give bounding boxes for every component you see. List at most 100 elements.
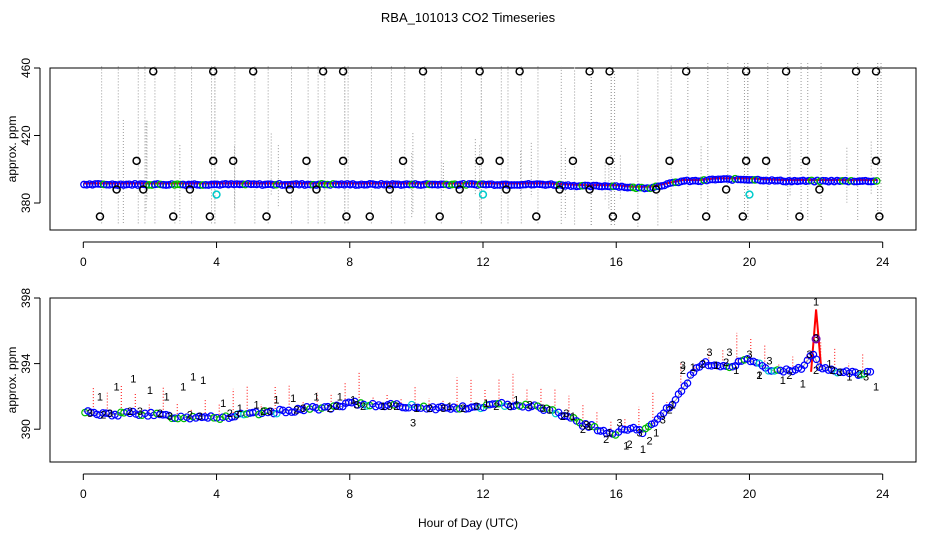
outlier-point — [302, 156, 311, 166]
outlier-point — [228, 156, 238, 166]
data-point — [666, 179, 674, 187]
data-point — [516, 181, 524, 189]
series-3-label: 3 — [473, 401, 479, 413]
series-1-label: 1 — [337, 391, 343, 403]
outlier-point — [475, 67, 484, 76]
outlier-point — [139, 185, 148, 194]
data-point — [235, 180, 244, 189]
data-point — [422, 180, 431, 188]
data-point — [150, 180, 159, 189]
series-3-label: 3 — [806, 349, 812, 361]
series-1-label: 1 — [253, 400, 259, 412]
outlier-point — [248, 67, 258, 76]
data-point — [153, 180, 162, 188]
x-tick-label: 12 — [476, 255, 490, 269]
data-point — [238, 180, 247, 189]
data-point — [790, 176, 799, 185]
top-plot-frame — [49, 67, 917, 231]
x-tick-label: 24 — [876, 487, 890, 501]
outlier-point — [631, 212, 641, 221]
data-point — [159, 180, 168, 189]
data-point — [476, 404, 485, 413]
series-1-label: 1 — [623, 441, 629, 453]
data-point — [601, 182, 609, 190]
data-point — [224, 180, 233, 189]
outlier-point — [871, 67, 881, 76]
data-point — [756, 176, 765, 185]
series-1-label: 1 — [130, 373, 136, 385]
data-point — [708, 175, 717, 184]
data-point — [751, 176, 759, 184]
outlier-point — [318, 67, 328, 76]
series-1-label: 1 — [237, 403, 243, 415]
outlier-point — [665, 156, 674, 166]
outlier-point — [515, 67, 524, 76]
data-point — [632, 425, 641, 434]
data-point — [567, 182, 575, 191]
outlier-point — [385, 185, 394, 194]
data-point — [620, 183, 629, 192]
outlier-point — [149, 67, 158, 76]
data-point — [770, 176, 779, 185]
data-point — [490, 181, 499, 189]
data-point — [748, 175, 756, 184]
series-1-label: 1 — [607, 427, 613, 439]
series-1-label: 1 — [273, 395, 279, 407]
data-point — [196, 181, 204, 189]
data-point — [97, 180, 105, 188]
outlier-point — [475, 156, 484, 166]
series-3-label: 3 — [387, 401, 393, 413]
outlier-point — [741, 67, 751, 76]
data-point — [550, 181, 558, 189]
data-point — [796, 177, 805, 185]
outlier-point — [608, 212, 618, 221]
outlier-point — [851, 67, 861, 76]
outlier-point — [338, 156, 348, 166]
outlier-point — [605, 67, 614, 76]
series-3-label: 3 — [410, 418, 416, 430]
data-point — [80, 180, 88, 189]
series-1-label: 1 — [733, 365, 739, 377]
bottom-x-axis: 0 4 8 12 16 20 24 — [80, 473, 890, 501]
y-tick-label: 380 — [19, 193, 33, 213]
series-1-label: 1 — [873, 382, 879, 394]
outlier-point — [681, 67, 691, 76]
data-point — [538, 180, 547, 189]
data-point — [252, 180, 261, 189]
data-point — [425, 180, 434, 189]
x-tick-label: 0 — [80, 487, 87, 501]
y-tick-label: 420 — [19, 125, 33, 145]
outlier-point — [112, 185, 121, 194]
series-2-label: 2 — [666, 405, 672, 417]
data-point — [858, 177, 867, 185]
series-1-label: 1 — [756, 370, 762, 382]
flagged-point — [478, 190, 488, 199]
series-3-label: 3 — [726, 347, 732, 359]
series-2-label: 2 — [187, 409, 193, 421]
series-1-label: 1 — [190, 372, 196, 384]
series-1-label: 1 — [483, 398, 489, 410]
data-point — [276, 405, 284, 414]
data-point — [405, 180, 414, 189]
data-point — [281, 181, 289, 189]
outlier-point — [605, 156, 614, 166]
bottom-y-axis-title: approx. ppm — [5, 347, 19, 414]
x-tick-label: 4 — [213, 255, 220, 269]
data-point — [286, 180, 295, 189]
series-3-label: 3 — [680, 360, 686, 372]
data-point — [249, 180, 258, 188]
data-point — [850, 177, 858, 186]
data-point — [448, 180, 456, 189]
series-1-label: 1 — [147, 385, 153, 397]
outlier-point — [495, 156, 504, 166]
series-1-label: 1 — [570, 411, 576, 423]
series-2-label: 2 — [756, 370, 762, 382]
data-point — [207, 180, 216, 189]
data-point — [857, 370, 866, 379]
data-point — [335, 402, 344, 411]
data-point — [609, 182, 618, 191]
data-point — [773, 176, 782, 185]
data-point — [264, 180, 272, 189]
data-point — [434, 180, 442, 189]
